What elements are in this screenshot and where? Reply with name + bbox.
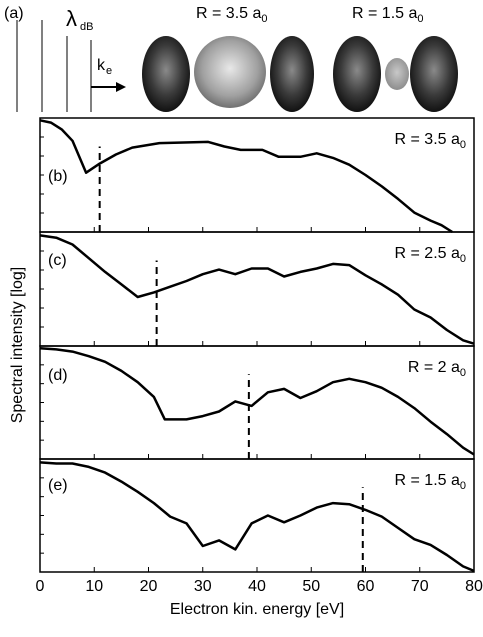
orbital-center [194,36,266,108]
lambda-subscript: dB [80,21,93,33]
panel-label: R = 2.5 a0 [395,245,467,265]
panel-letter: (d) [48,367,68,384]
spectrum-line [39,347,475,456]
orbital-lobe [410,36,458,112]
orbital-lobe [142,36,190,112]
spectrum-line [39,234,475,345]
x-tick-label: 60 [357,578,375,595]
label-text: R = 3.5 a [395,131,460,148]
x-tick-label: 40 [248,578,266,595]
x-tick-label: 0 [36,578,45,595]
panel-a: (a) λ dB k e R = 3.5 a0 R = 1.5 a0 [4,5,458,112]
molecule-label: R = 1.5 a0 [352,5,424,25]
x-axis-label: Electron kin. energy [eV] [170,601,344,618]
y-axis-label: Spectral intensity [log] [9,267,26,424]
panel-label: R = 2 a0 [408,359,466,379]
molecule-label: R = 3.5 a0 [196,5,268,25]
label-subscript: 0 [460,480,466,492]
k-subscript: e [106,65,112,77]
panel-letter: (e) [48,477,68,494]
lambda: λ [66,6,77,31]
orbital-center [385,58,409,90]
label-subscript: 0 [460,253,466,265]
panel-label: R = 1.5 a0 [395,472,467,492]
arrow-head [116,82,126,92]
orbital-lobe [333,36,381,112]
label-text: R = 1.5 a [395,472,460,489]
x-tick-label: 70 [411,578,429,595]
panel-letter: (c) [48,252,67,269]
x-tick-label: 50 [302,578,320,595]
label-text: R = 2 a [408,359,460,376]
label-text: R = 2.5 a [395,245,460,262]
panel-label: R = 3.5 a0 [395,131,467,151]
x-tick-label: 10 [85,578,103,595]
spectrum-line [39,461,475,573]
panel-letter: (b) [48,168,68,185]
x-tick-label: 20 [140,578,158,595]
orbital-lobe [270,36,314,112]
x-tick-label: 80 [465,578,483,595]
label-subscript: 0 [460,139,466,151]
label-subscript: 0 [460,367,466,379]
spectrum-line [39,119,453,234]
k: k [97,57,106,74]
panel-letter: (a) [4,5,24,22]
x-tick-label: 30 [194,578,212,595]
